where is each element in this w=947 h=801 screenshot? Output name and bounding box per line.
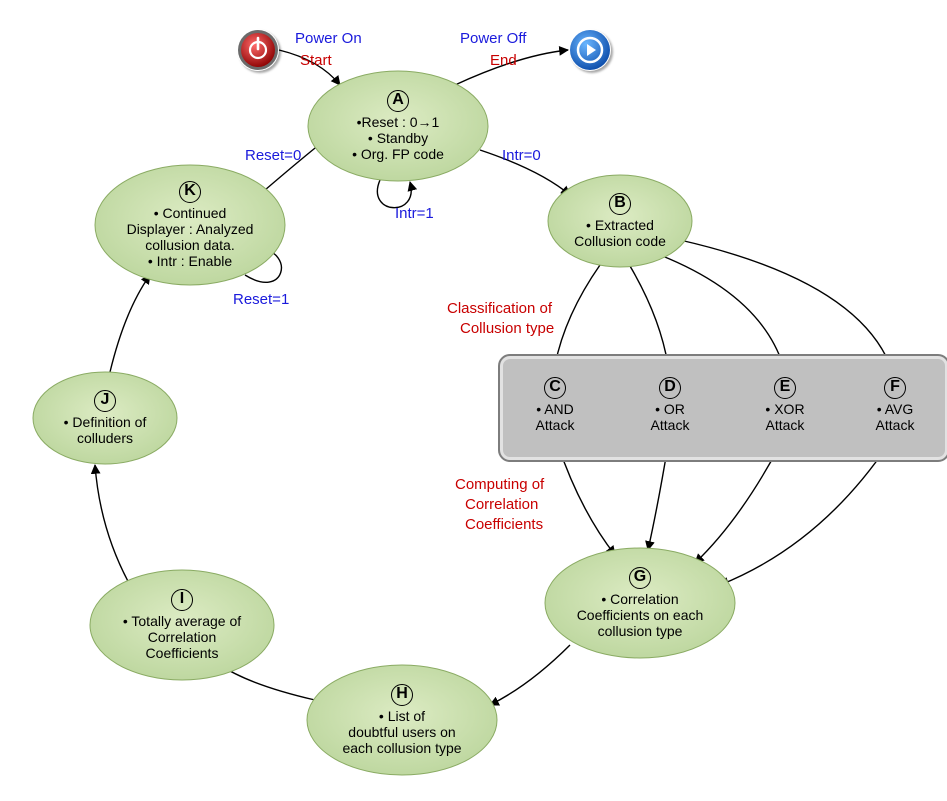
node-K: K• ContinuedDisplayer : Analyzedcollusio…: [95, 165, 285, 285]
node-G-text: • CorrelationCoefficients on eachcollusi…: [577, 591, 704, 639]
edge-E-to-G: [695, 445, 780, 563]
label-reset0: Reset=0: [245, 147, 301, 164]
edge-J-to-K: [110, 275, 150, 372]
node-A-text: •Reset : 0→1• Standby• Org. FP code: [352, 114, 444, 162]
node-F-letter: F: [884, 377, 906, 399]
edge-A-self: [377, 180, 411, 208]
node-H-text: • List ofdoubtful users oneach collusion…: [342, 708, 461, 756]
edge-B-to-D: [630, 266, 668, 365]
node-F-text: • AVGAttack: [876, 401, 915, 433]
node-D: D• ORAttack: [620, 365, 720, 445]
node-B-letter: B: [609, 193, 631, 215]
label-start: Start: [300, 52, 332, 69]
node-B: B• ExtractedCollusion code: [548, 175, 692, 267]
edge-G-to-H: [490, 645, 570, 705]
label-reset1: Reset=1: [233, 291, 289, 308]
node-E-letter: E: [774, 377, 796, 399]
node-C: C• ANDAttack: [505, 365, 605, 445]
node-F: F• AVGAttack: [845, 365, 945, 445]
node-K-text: • ContinuedDisplayer : Analyzedcollusion…: [127, 205, 254, 269]
label-classif2: Collusion type: [460, 320, 554, 337]
edge-I-to-J: [95, 465, 130, 585]
label-intr0: Intr=0: [502, 147, 541, 164]
node-K-letter: K: [179, 181, 201, 203]
node-C-letter: C: [544, 377, 566, 399]
label-comp2: Correlation: [465, 496, 538, 513]
node-A-letter: A: [387, 90, 409, 112]
node-I: I• Totally average ofCorrelationCoeffici…: [90, 570, 274, 680]
node-J-letter: J: [94, 390, 116, 412]
edge-B-to-E: [660, 255, 783, 365]
node-H: H• List ofdoubtful users oneach collusio…: [307, 665, 497, 775]
node-J: J• Definition ofcolluders: [33, 372, 177, 464]
node-I-letter: I: [171, 589, 193, 611]
edge-B-to-F: [680, 240, 890, 365]
label-power_off: Power Off: [460, 30, 526, 47]
edge-F-to-G: [720, 445, 888, 585]
label-classif1: Classification of: [447, 300, 552, 317]
label-power_on: Power On: [295, 30, 362, 47]
node-G-letter: G: [629, 567, 651, 589]
node-E: E• XORAttack: [735, 365, 835, 445]
label-comp3: Coefficients: [465, 516, 543, 533]
node-D-letter: D: [659, 377, 681, 399]
node-C-text: • ANDAttack: [536, 401, 575, 433]
edge-B-to-C: [555, 265, 600, 365]
node-H-letter: H: [391, 684, 413, 706]
label-comp1: Computing of: [455, 476, 544, 493]
power-off-button[interactable]: [569, 29, 611, 71]
node-I-text: • Totally average ofCorrelationCoefficie…: [123, 613, 241, 661]
node-A: A•Reset : 0→1• Standby• Org. FP code: [308, 71, 488, 181]
node-J-text: • Definition ofcolluders: [64, 414, 147, 446]
node-B-text: • ExtractedCollusion code: [574, 217, 666, 249]
power-on-button[interactable]: [237, 29, 279, 71]
node-D-text: • ORAttack: [651, 401, 690, 433]
label-end: End: [490, 52, 517, 69]
label-intr1: Intr=1: [395, 205, 434, 222]
node-G: G• CorrelationCoefficients on eachcollus…: [545, 548, 735, 658]
node-E-text: • XORAttack: [765, 401, 804, 433]
